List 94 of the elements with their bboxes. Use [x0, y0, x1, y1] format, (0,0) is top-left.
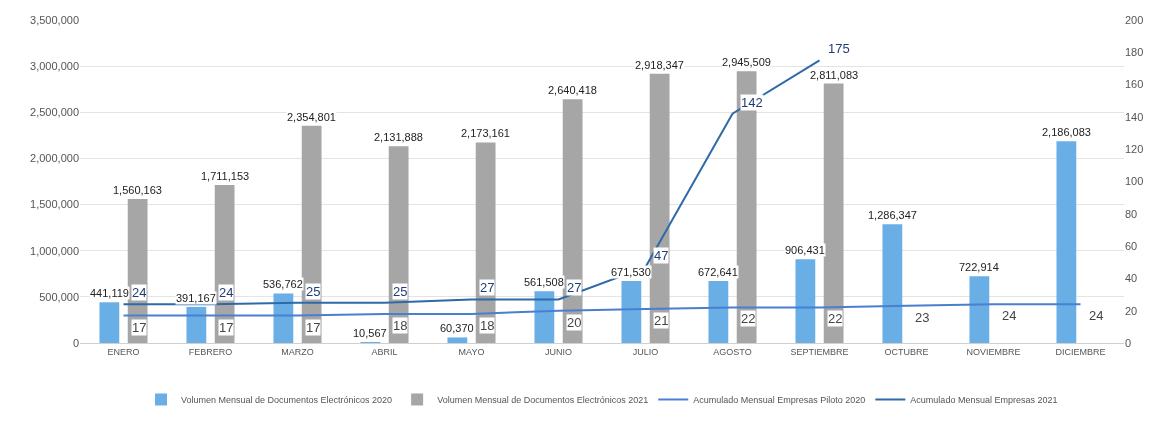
data-label: 1,560,163: [113, 184, 162, 196]
y-tick-label: 2,500,000: [30, 106, 79, 119]
data-label: 17: [132, 320, 147, 335]
y2-tick-label: 140: [1125, 110, 1144, 123]
x-tick-label: MARZO: [281, 346, 314, 357]
bar: [969, 276, 990, 343]
y2-tick-label: 80: [1125, 207, 1138, 220]
data-label: 25: [393, 284, 408, 299]
data-label: 2,918,347: [635, 59, 684, 71]
bar: [649, 73, 670, 343]
data-label: 672,641: [698, 266, 738, 278]
data-label: 23: [915, 310, 930, 325]
data-label: 1,711,153: [201, 170, 250, 182]
y2-tick-label: 200: [1125, 13, 1144, 26]
data-label: 175: [828, 41, 850, 56]
data-label: 142: [741, 95, 763, 110]
y-tick-label: 3,500,000: [30, 13, 79, 26]
data-label: 47: [654, 248, 669, 263]
data-label: 906,431: [785, 244, 825, 256]
bar: [475, 142, 496, 343]
data-label: 17: [306, 320, 321, 335]
data-label: 2,640,418: [548, 84, 597, 96]
data-label: 722,914: [959, 261, 999, 273]
data-label: 2,173,161: [461, 127, 510, 139]
bar: [882, 224, 903, 343]
data-label: 441,119: [90, 287, 129, 299]
bar: [273, 293, 294, 343]
x-tick-label: AGOSTO: [713, 346, 752, 357]
bar: [1056, 141, 1077, 343]
data-label: 2,811,083: [810, 69, 859, 81]
data-label: 2,945,509: [722, 56, 771, 68]
data-label: 17: [219, 320, 234, 335]
y-tick-label: 500,000: [39, 290, 79, 303]
legend-label: Acumulado Mensual Empresas 2021: [910, 395, 1058, 405]
data-label: 24: [1089, 308, 1104, 323]
data-label: 21: [654, 313, 669, 328]
data-label: 24: [1002, 308, 1017, 323]
bar: [388, 146, 409, 343]
x-tick-label: ABRIL: [371, 346, 398, 357]
y2-tick-label: 40: [1125, 272, 1138, 285]
data-label: 18: [393, 318, 408, 333]
data-label: 536,762: [263, 278, 303, 290]
data-label: 2,186,083: [1042, 126, 1091, 138]
legend-label: Acumulado Mensual Empresas Piloto 2020: [693, 395, 866, 405]
bar: [447, 337, 468, 343]
data-label: 18: [480, 318, 495, 333]
bar: [301, 125, 322, 343]
bar: [562, 99, 583, 343]
y2-tick-label: 120: [1125, 143, 1144, 156]
bar: [708, 280, 729, 343]
data-label: 27: [567, 280, 582, 295]
bar: [795, 259, 816, 343]
data-label: 2,354,801: [287, 111, 336, 123]
data-label: 22: [741, 311, 756, 326]
y2-tick-label: 60: [1125, 239, 1138, 252]
data-label: 561,508: [524, 276, 564, 288]
data-label: 1,286,347: [868, 209, 917, 221]
legend-label: Volumen Mensual de Documentos Electrónicos 2020: [181, 395, 393, 405]
x-tick-label: JULIO: [632, 346, 659, 357]
y-tick-label: 0: [72, 336, 79, 349]
bar: [823, 83, 844, 343]
y2-tick-label: 160: [1125, 78, 1144, 91]
x-tick-label: ENERO: [107, 346, 140, 357]
bar: [534, 291, 555, 343]
data-label: 24: [219, 285, 234, 300]
data-label: 10,567: [353, 327, 387, 339]
y-tick-label: 2,000,000: [30, 152, 79, 165]
x-tick-label: MAYO: [458, 346, 485, 357]
x-tick-label: NOVIEMBRE: [966, 346, 1021, 357]
x-tick-label: DICIEMBRE: [1055, 346, 1106, 357]
x-tick-label: OCTUBRE: [884, 346, 929, 357]
data-label: 2,131,888: [374, 131, 423, 143]
y2-tick-label: 20: [1125, 304, 1138, 317]
y2-tick-label: 180: [1125, 46, 1144, 59]
y2-tick-label: 100: [1125, 175, 1144, 188]
x-tick-label: FEBRERO: [188, 346, 233, 357]
y-tick-label: 1,500,000: [30, 198, 79, 211]
y-tick-label: 3,000,000: [30, 59, 79, 72]
data-label: 671,530: [611, 266, 651, 278]
data-label: 27: [480, 280, 495, 295]
y2-tick-label: 0: [1125, 336, 1132, 349]
x-tick-label: JUNIO: [545, 346, 572, 357]
bar: [621, 281, 642, 343]
y-tick-label: 1,000,000: [30, 244, 79, 257]
bar: [99, 302, 120, 343]
data-label: 20: [567, 315, 582, 330]
legend-label: Volumen Mensual de Documentos Electrónicos 2021: [437, 395, 649, 405]
bar: [186, 306, 207, 343]
data-label: 25: [306, 284, 321, 299]
data-label: 22: [828, 311, 843, 326]
x-tick-label: SEPTIEMBRE: [790, 346, 849, 357]
data-label: 60,370: [440, 322, 474, 334]
data-label: 391,167: [176, 292, 216, 304]
data-label: 24: [132, 285, 147, 300]
